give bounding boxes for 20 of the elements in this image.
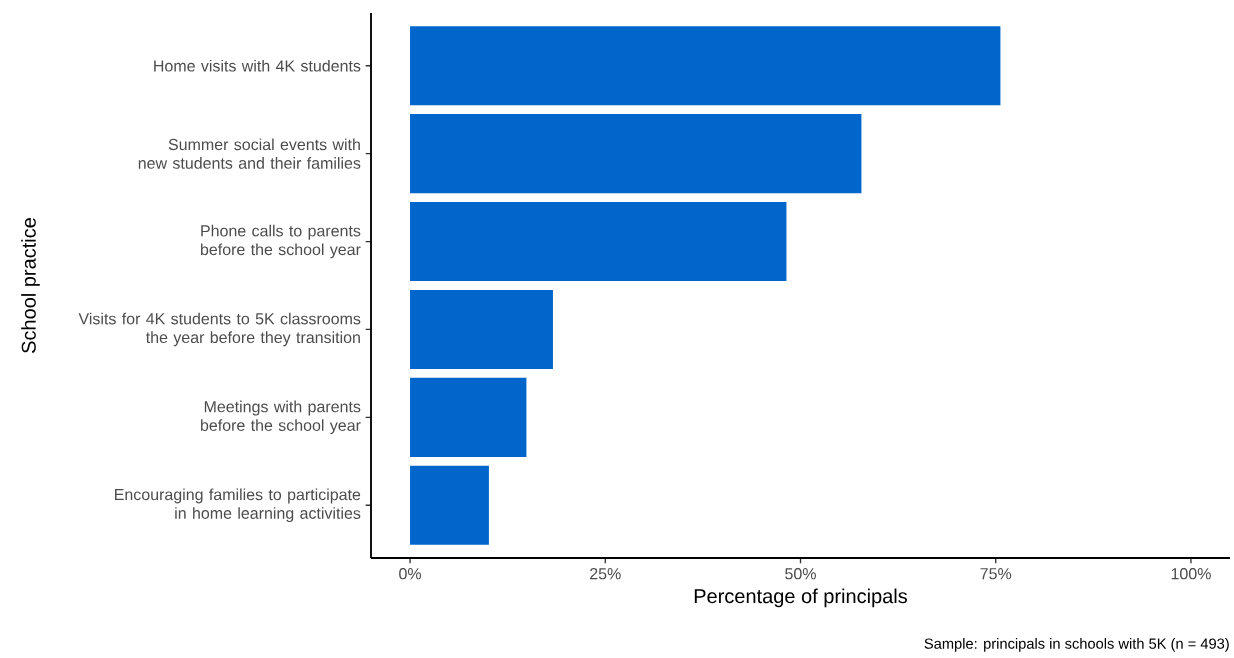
bar bbox=[410, 377, 527, 457]
x-tick-label: 100% bbox=[1171, 568, 1211, 580]
y-tick-label: Meetings with parents before the school year bbox=[201, 400, 361, 435]
y-tick-label: Phone calls to parents before the school year bbox=[201, 224, 361, 259]
x-tick-label: 50% bbox=[785, 568, 816, 580]
y-tick-label: Encouraging families to participate in home learning activities bbox=[115, 488, 361, 523]
x-axis-title: Percentage of principals bbox=[694, 588, 907, 608]
bar bbox=[410, 289, 553, 370]
y-axis-title: School practice bbox=[21, 218, 40, 353]
x-tick-label: 0% bbox=[399, 568, 422, 580]
bar bbox=[410, 26, 1001, 106]
bar bbox=[410, 114, 862, 194]
bar bbox=[410, 202, 787, 282]
bar bbox=[410, 465, 489, 545]
text: Sample: principals in schools with 5K (n = 493) bbox=[924, 638, 1229, 652]
y-tick-label: Summer social events with new students and their families bbox=[138, 138, 361, 169]
y-tick-label: Visits for 4K students to 5K classrooms the year before they transition bbox=[78, 312, 361, 347]
x-tick-label: 25% bbox=[590, 568, 621, 580]
x-tick-label: 75% bbox=[980, 568, 1012, 580]
y-tick-label: Home visits with 4K students bbox=[154, 59, 361, 72]
